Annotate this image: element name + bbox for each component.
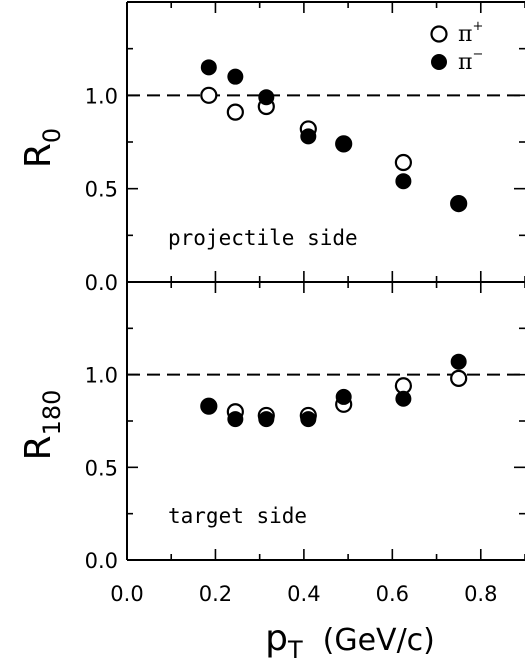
- top-point-pi-plus: [394, 153, 412, 172]
- top-point-pi-minus: [300, 128, 317, 145]
- top-ytick-label: 0.5: [85, 178, 118, 202]
- legend-marker-pi-plus: [430, 25, 448, 43]
- legend-marker-pi-minus: [431, 54, 447, 70]
- legend: π+ π−: [430, 19, 483, 75]
- top-point-pi-minus: [395, 173, 412, 190]
- bottom-ytick-label: 0.0: [85, 549, 118, 573]
- top-annotation: projectile side: [168, 226, 358, 250]
- xtick-label: 0.8: [464, 582, 497, 606]
- bottom-annotation: target side: [168, 504, 307, 528]
- xtick-label: 0.6: [376, 582, 409, 606]
- bottom-point-pi-plus: [450, 369, 468, 387]
- top-ytick-label: 0.0: [85, 271, 118, 295]
- bottom-ylabel: R180: [18, 390, 66, 461]
- bottom-point-pi-minus: [395, 390, 412, 407]
- xtick-label: 0.2: [199, 582, 232, 606]
- top-ylabel: R0: [18, 128, 66, 168]
- bottom-point-pi-minus: [335, 388, 352, 405]
- bottom-point-pi-minus: [227, 411, 244, 428]
- xtick-label: 0.0: [110, 582, 143, 606]
- top-point-pi-plus: [226, 103, 244, 121]
- top-point-pi-minus: [227, 68, 244, 85]
- top-point-pi-minus: [335, 135, 352, 152]
- top-point-pi-minus: [200, 59, 217, 76]
- bottom-point-pi-minus: [200, 398, 217, 415]
- top-point-pi-plus: [200, 86, 218, 104]
- top-point-pi-minus: [450, 195, 467, 212]
- xlabel: pT (GeV/c): [265, 618, 435, 663]
- top-point-pi-minus: [258, 89, 275, 106]
- top-ytick-label: 1.0: [85, 84, 118, 108]
- bottom-ytick-label: 0.5: [85, 456, 118, 480]
- bottom-ytick-label: 1.0: [85, 364, 118, 388]
- bottom-point-pi-minus: [450, 353, 467, 370]
- bottom-point-pi-minus: [300, 411, 317, 428]
- xtick-label: 0.4: [287, 582, 320, 606]
- legend-label-pi-plus: π+: [458, 19, 483, 47]
- legend-label-pi-minus: π−: [458, 47, 483, 75]
- bottom-panel: 0.0 0.5 1.0 0.0 0.2 0.4 0.6 0.8: [85, 281, 525, 606]
- bottom-point-pi-minus: [258, 411, 275, 428]
